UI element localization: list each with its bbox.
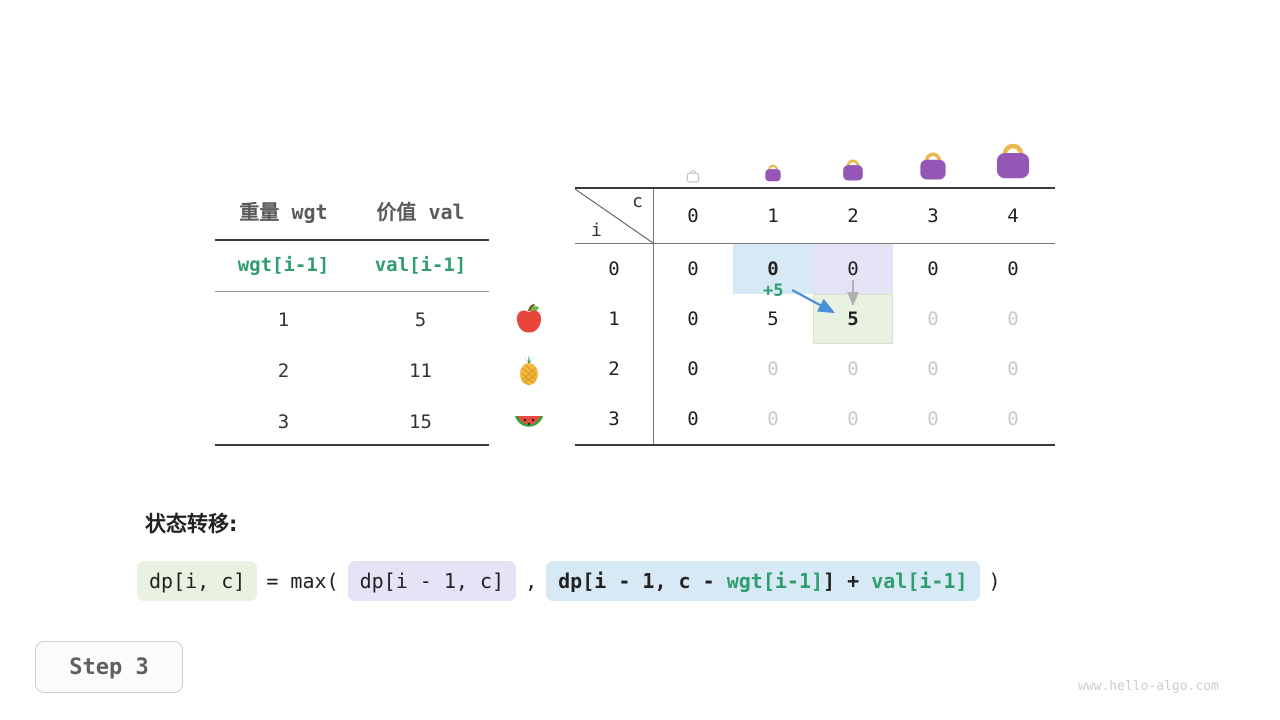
dp-cell-0-4: 0 bbox=[1007, 258, 1019, 280]
row-header-3: 3 bbox=[608, 408, 620, 430]
col-header-1: 1 bbox=[767, 205, 779, 227]
row-header-1: 1 bbox=[608, 308, 620, 330]
item-value: 11 bbox=[409, 359, 432, 382]
bag-icon-capacity-3 bbox=[915, 148, 951, 188]
dp-cell-1-0: 0 bbox=[687, 308, 699, 330]
formula-separator: , bbox=[525, 569, 538, 593]
bag-icon-capacity-2 bbox=[839, 156, 867, 188]
dp-column-headers: 0 1 2 3 4 bbox=[653, 189, 1053, 243]
item-weight: 3 bbox=[277, 410, 290, 433]
dp-header-rule bbox=[575, 243, 1055, 244]
col-header-3: 3 bbox=[927, 205, 939, 227]
step-indicator[interactable]: Step 3 bbox=[35, 641, 183, 693]
watermelon-icon bbox=[512, 404, 546, 438]
dp-cell-3-2: 0 bbox=[847, 408, 859, 430]
dp-cell-3-3: 0 bbox=[927, 408, 939, 430]
formula-dp-current-chip: dp[i, c] bbox=[137, 561, 258, 601]
item-weight: 2 bbox=[277, 359, 290, 382]
row-header-0: 0 bbox=[608, 258, 620, 280]
state-transition-formula: dp[i, c] = max( dp[i - 1, c] , dp[i - 1,… bbox=[137, 558, 1001, 604]
site-watermark: www.hello-algo.com bbox=[1078, 679, 1219, 694]
dp-table-top-rule bbox=[575, 187, 1055, 189]
pineapple-icon bbox=[512, 353, 546, 387]
apple-icon bbox=[512, 302, 546, 336]
dp-cell-1-1: 5 bbox=[767, 308, 779, 330]
state-transition-heading: 状态转移: bbox=[145, 512, 238, 536]
item-row-pineapple: 2 11 bbox=[215, 345, 489, 396]
dp-cell-2-2: 0 bbox=[847, 358, 859, 380]
dp-cell-0-0: 0 bbox=[687, 258, 699, 280]
formula-wgt-term: wgt[i-1] bbox=[726, 569, 824, 593]
formula-closing-paren: ) bbox=[988, 569, 1001, 593]
items-table-mid-rule bbox=[215, 291, 489, 292]
item-weight: 1 bbox=[277, 308, 290, 331]
item-row-apple: 1 5 bbox=[215, 294, 489, 345]
dp-cell-2-1: 0 bbox=[767, 358, 779, 380]
dp-cell-1-3: 0 bbox=[927, 308, 939, 330]
formula-take-mid: ] + bbox=[823, 569, 872, 593]
item-value: 5 bbox=[414, 308, 427, 331]
bag-icon-capacity-4 bbox=[990, 138, 1036, 188]
items-table-bottom-rule bbox=[215, 444, 489, 446]
value-column-header: 价值 val bbox=[376, 200, 465, 224]
dp-corner-cell: c i bbox=[575, 189, 653, 243]
row-header-2: 2 bbox=[608, 358, 620, 380]
item-value: 15 bbox=[409, 410, 432, 433]
formula-equals-max: = max( bbox=[266, 569, 339, 593]
dp-cell-2-3: 0 bbox=[927, 358, 939, 380]
capacity-axis-label: c bbox=[632, 191, 643, 212]
weight-column-header: 重量 wgt bbox=[239, 200, 328, 224]
item-axis-label: i bbox=[591, 220, 602, 241]
dp-row-label-rule bbox=[653, 189, 654, 445]
items-table-header: 重量 wgt 价值 val bbox=[215, 196, 489, 225]
dp-table-bottom-rule bbox=[575, 444, 1055, 446]
dp-cell-3-1: 0 bbox=[767, 408, 779, 430]
dp-row-headers: 0 1 2 3 bbox=[575, 244, 653, 444]
items-table-subheader: wgt[i-1] val[i-1] bbox=[215, 254, 489, 276]
add-value-arrow bbox=[791, 288, 836, 314]
dp-cell-3-0: 0 bbox=[687, 408, 699, 430]
transition-arrows bbox=[791, 280, 859, 314]
formula-option-skip-chip: dp[i - 1, c] bbox=[347, 561, 517, 601]
items-table-top-rule bbox=[215, 239, 489, 241]
dp-cell-2-0: 0 bbox=[687, 358, 699, 380]
plus-value-annotation: +5 bbox=[763, 281, 784, 301]
dp-cell-0-1-source-highlight: 0 bbox=[733, 244, 813, 294]
val-expression: val[i-1] bbox=[374, 254, 467, 276]
formula-val-term: val[i-1] bbox=[871, 569, 968, 593]
dp-cell-0-3: 0 bbox=[927, 258, 939, 280]
col-header-2: 2 bbox=[847, 205, 859, 227]
dp-cell-1-4: 0 bbox=[1007, 308, 1019, 330]
col-header-0: 0 bbox=[687, 205, 699, 227]
dp-cell-3-4: 0 bbox=[1007, 408, 1019, 430]
bag-icon-capacity-0 bbox=[685, 168, 701, 188]
col-header-4: 4 bbox=[1007, 205, 1019, 227]
wgt-expression: wgt[i-1] bbox=[237, 254, 330, 276]
formula-take-prefix: dp[i - 1, c - bbox=[558, 569, 727, 593]
item-row-watermelon: 3 15 bbox=[215, 396, 489, 447]
formula-option-take-chip: dp[i - 1, c - wgt[i-1]] + val[i-1] bbox=[546, 561, 980, 601]
dp-cell-2-4: 0 bbox=[1007, 358, 1019, 380]
bag-icon-capacity-1 bbox=[762, 162, 784, 188]
